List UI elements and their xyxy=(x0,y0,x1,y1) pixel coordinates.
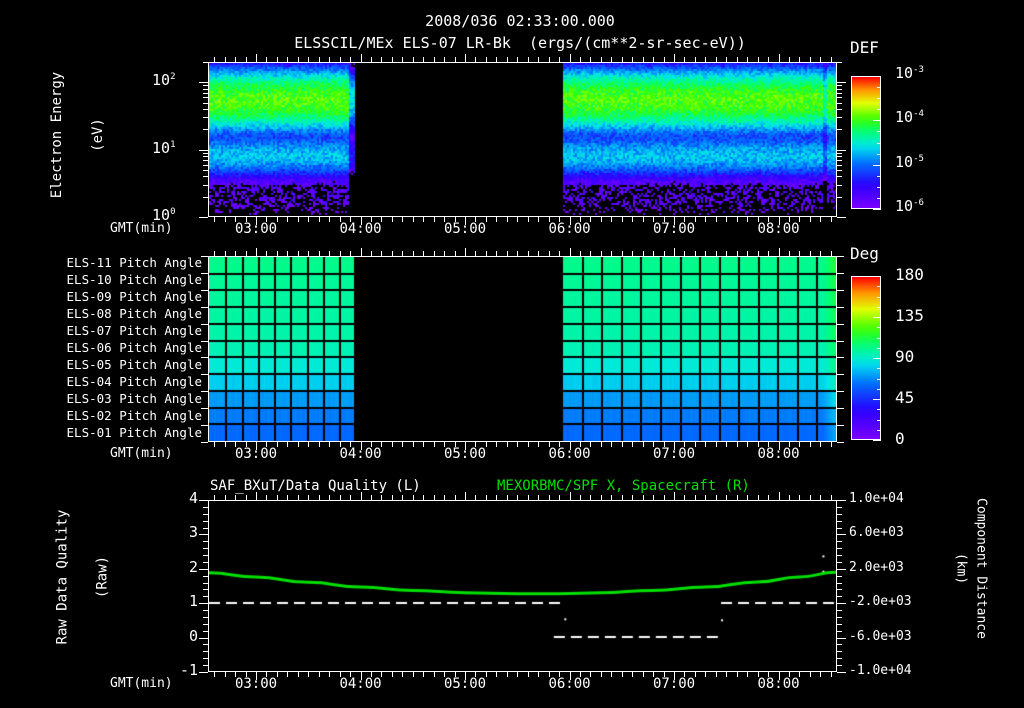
panel3-ytick-label: 3 xyxy=(188,523,198,541)
panel2-row-label: ELS-02 Pitch Angle xyxy=(66,407,202,423)
header-subtitle: ELSSCIL/MEx ELS-07 LR-Bk (ergs/(cm**2-sr… xyxy=(294,34,746,52)
xtick-label: 06:00 xyxy=(548,676,591,692)
deg-tick-label: 135 xyxy=(895,306,924,325)
panel2-plot-area xyxy=(208,256,837,442)
panel3-y2tick-label: 6.0e+03 xyxy=(849,525,904,540)
xtick-label: 04:00 xyxy=(339,221,382,237)
panel1-xlabel: GMT(min) xyxy=(110,221,173,236)
ytick-label: 100 xyxy=(152,206,176,224)
panel1-plot-area xyxy=(208,62,837,217)
xtick-label: 03:00 xyxy=(234,221,278,237)
deg-tick-label: 0 xyxy=(895,429,905,448)
xtick-label: 08:00 xyxy=(757,676,800,692)
panel3-y2tick-label: 1.0e+04 xyxy=(849,491,904,506)
xtick-label: 03:00 xyxy=(234,446,278,462)
xtick-label: 08:00 xyxy=(757,221,800,237)
xtick-label: 05:00 xyxy=(443,221,487,237)
panel2-row-label: ELS-03 Pitch Angle xyxy=(66,390,202,406)
def-tick-label: 10-3 xyxy=(895,64,924,82)
panel3-ytick-label: 0 xyxy=(188,627,198,645)
panel3-y2tick-label: 2.0e+03 xyxy=(849,560,904,575)
panel3-y2tick-label: -6.0e+03 xyxy=(849,629,912,644)
panel2-row-label: ELS-05 Pitch Angle xyxy=(66,356,202,372)
header-timestamp: 2008/036 02:33:00.000 xyxy=(425,12,615,30)
panel3-title-left: SAF_BXuT/Data Quality (L) xyxy=(210,478,421,494)
panel2-row-label: ELS-11 Pitch Angle xyxy=(66,255,202,271)
xtick-label: 04:00 xyxy=(339,676,382,692)
electron-energy-spectrogram xyxy=(209,63,836,216)
panel3-ytick-label: 2 xyxy=(188,558,198,576)
panel2-row-label: ELS-09 Pitch Angle xyxy=(66,289,202,305)
deg-tick-label: 90 xyxy=(895,347,915,366)
ytick-label: 101 xyxy=(152,139,176,157)
xtick-label: 03:00 xyxy=(234,676,278,692)
xtick-label: 06:00 xyxy=(548,221,591,237)
panel2-row-label: ELS-01 Pitch Angle xyxy=(66,424,202,440)
def-tick-label: 10-5 xyxy=(895,153,924,171)
panel2-row-label: ELS-07 Pitch Angle xyxy=(66,323,202,339)
pitch-angle-heatmap xyxy=(209,257,836,441)
panel2-row-label: ELS-06 Pitch Angle xyxy=(66,340,202,355)
xtick-label: 07:00 xyxy=(652,446,696,462)
panel3-y2tick-label: -2.0e+03 xyxy=(849,594,912,609)
panel2-xlabel: GMT(min) xyxy=(110,446,173,461)
panel3-plot-area xyxy=(208,500,837,672)
xtick-label: 08:00 xyxy=(757,446,800,462)
panel2-row-label: ELS-10 Pitch Angle xyxy=(66,272,202,288)
panel2-row-label: ELS-04 Pitch Angle xyxy=(66,373,202,389)
panel3-ytick-label: -1 xyxy=(179,661,198,679)
def-colorbar-title: DEF xyxy=(850,38,879,57)
panel3-title-right: MEXORBMC/SPF X, Spacecraft (R) xyxy=(497,478,750,494)
xtick-label: 05:00 xyxy=(443,446,487,462)
deg-tick-label: 180 xyxy=(895,265,924,284)
xtick-label: 07:00 xyxy=(652,221,696,237)
deg-tick-label: 45 xyxy=(895,388,915,407)
ytick-label: 102 xyxy=(152,71,176,89)
data-quality-line-chart xyxy=(209,501,836,671)
xtick-label: 06:00 xyxy=(548,446,591,462)
panel3-ytick-label: 4 xyxy=(188,489,198,507)
panel3-xlabel: GMT(min) xyxy=(110,676,173,691)
xtick-label: 05:00 xyxy=(443,676,487,692)
def-tick-label: 10-6 xyxy=(895,197,924,215)
panel3-ytick-label: 1 xyxy=(188,592,198,610)
xtick-label: 04:00 xyxy=(339,446,382,462)
def-tick-label: 10-4 xyxy=(895,108,924,126)
panel2-row-label: ELS-08 Pitch Angle xyxy=(66,306,202,322)
def-colorbar xyxy=(851,76,881,209)
xtick-label: 07:00 xyxy=(652,676,696,692)
deg-colorbar-title: Deg xyxy=(850,244,879,263)
panel3-y2tick-label: -1.0e+04 xyxy=(849,663,912,678)
